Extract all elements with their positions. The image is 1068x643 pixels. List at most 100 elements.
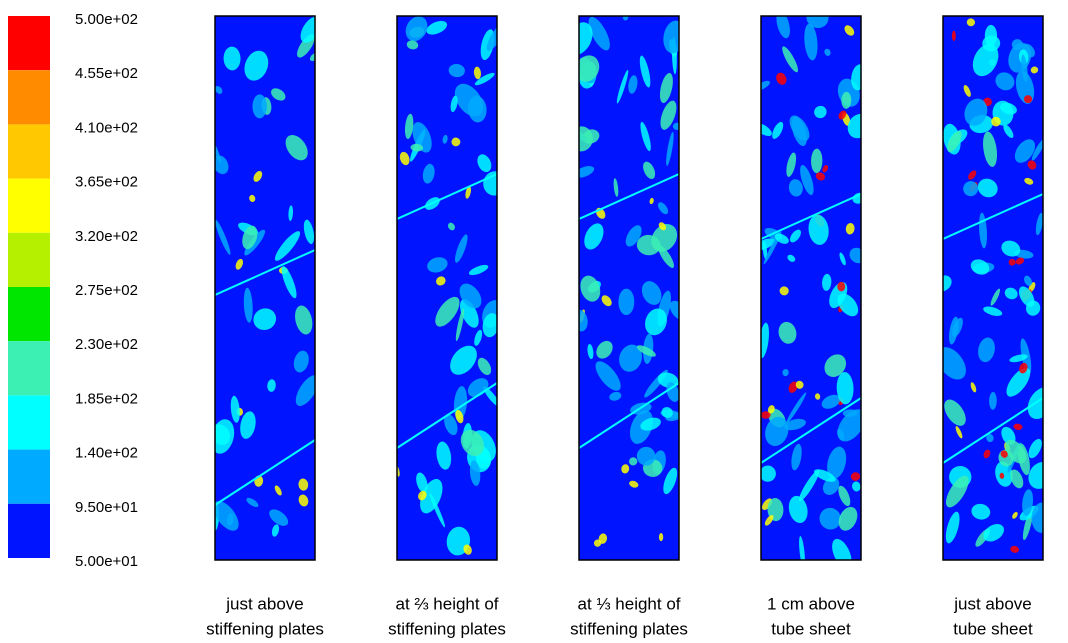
colorbar-band [8,124,50,179]
contour-blob [450,95,458,113]
contour-blob [293,350,309,373]
contour-blob [970,259,990,275]
contour-blob [944,399,966,426]
contour-blob [788,495,808,524]
contour-blob [666,382,679,402]
contour-blob [658,245,674,268]
contour-blob [849,247,861,264]
contour-blob [1028,438,1042,459]
contour-blob [991,116,1001,127]
contour-blob [963,84,971,97]
contour-blob [1018,286,1035,307]
contour-blob [406,40,419,50]
contour-panel [761,16,861,560]
contour-blob [838,110,847,120]
panel-caption: just above [225,594,304,613]
contour-blob [436,276,446,286]
contour-blob [963,181,979,197]
contour-blob [983,523,1005,542]
contour-blob [482,313,497,338]
contour-blob [819,507,841,530]
contour-blob [621,464,630,474]
contour-blob [776,16,790,39]
contour-blob [814,105,827,119]
contour-blob [483,386,497,408]
contour-blob [215,139,222,164]
contour-blob [761,122,772,136]
contour-blob [625,225,642,247]
contour-blob [285,134,308,161]
contour-blob [477,154,492,173]
contour-blob [1012,511,1018,519]
contour-blob [782,46,799,73]
contour-blob [455,308,465,342]
contour-blob [274,231,301,261]
contour-blob [596,340,613,359]
contour-blob [580,275,601,302]
contour-blob [1001,240,1021,257]
contour-blob [463,544,472,555]
contour-blob [240,411,256,439]
contour-blob [639,55,651,88]
contour-blob [767,405,775,414]
contour-blob [658,202,669,215]
contour-blob [786,152,797,177]
contour-blob [295,375,315,406]
colorbar-band [8,178,50,233]
contour-blob [442,134,448,144]
colorbar-label: 4.55e+02 [75,65,138,82]
contour-blob [249,194,256,203]
contour-blob [784,418,806,431]
contour-panel [943,16,1043,560]
contour-blob [223,46,241,71]
contour-blob [789,229,802,243]
contour-blob [593,539,602,547]
contour-blob [995,72,1015,91]
contour-blob [288,205,294,221]
contour-blob [410,143,424,152]
colorbar-band [8,395,50,450]
panel-caption: tube sheet [953,619,1033,638]
contour-blob [271,88,286,101]
contour-blob [955,426,963,439]
contour-blob [811,148,823,174]
contour-blob [761,465,776,482]
contour-blob [595,361,621,391]
contour-blob [788,381,798,393]
contour-blob [778,321,797,344]
contour-blob [970,382,977,393]
contour-blob [649,197,654,205]
colorbar-band [8,287,50,342]
contour-blob [1011,39,1023,51]
contour-blob [242,225,258,250]
contour-blob [1030,66,1039,74]
contour-blob [619,344,643,372]
contour-blob [1006,367,1031,397]
contour-blob [791,443,802,471]
contour-blob [1010,545,1020,553]
contour-blob [418,490,427,501]
contour-blob [579,309,588,332]
contour-blob [800,164,814,196]
contour-blob [776,72,787,85]
contour-blob [404,113,414,140]
plate-edge [215,439,315,506]
colorbar-label: 1.85e+02 [75,390,138,407]
contour-blob [764,515,774,526]
contour-blob [658,222,667,231]
panel-caption: at ⅔ height of [395,594,498,613]
contour-blob [601,295,612,307]
contour-blob [269,509,289,526]
contour-blob [1004,287,1018,300]
contour-blob [947,130,962,153]
contour-blob [1027,387,1043,420]
contour-blob [429,492,446,528]
contour-blob [474,329,483,346]
contour-blob [628,75,638,94]
contour-blob [658,533,664,542]
colorbar-label: 4.10e+02 [75,119,138,136]
panel-frame [578,15,680,561]
contour-blob [983,306,1003,316]
contour-blob [252,94,267,119]
contour-blob [966,18,976,27]
